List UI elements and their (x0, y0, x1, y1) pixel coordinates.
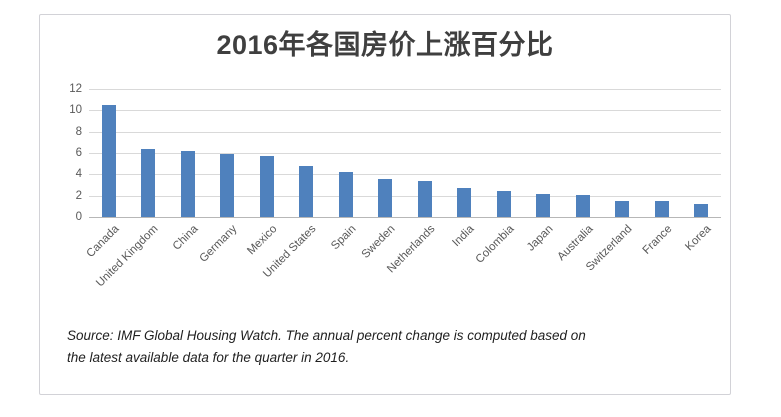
bar-mexico (259, 156, 274, 217)
y-tick-label-6: 6 (75, 147, 82, 159)
bar-germany (220, 154, 235, 217)
plot-area (89, 89, 721, 218)
gridline-12 (89, 89, 721, 90)
bar-korea (694, 204, 709, 217)
gridline-6 (89, 153, 721, 154)
y-tick-label-8: 8 (75, 125, 82, 138)
bar-india (457, 188, 472, 217)
bar-canada (101, 105, 116, 217)
gridline-8 (89, 131, 721, 133)
gridline-2 (89, 195, 721, 197)
bar-united-states (299, 165, 314, 217)
x-axis-line (89, 217, 721, 218)
chart-card: 2016年各国房价上涨百分比 Canada United Kingdom China… (39, 14, 731, 395)
bar-united-kingdom (141, 148, 156, 217)
bar-colombia (496, 191, 511, 217)
source-note-line2: the latest available data for the quarte… (67, 350, 350, 365)
bar-sweden (378, 178, 393, 217)
bar-france (654, 201, 669, 217)
bar-spain (338, 172, 353, 217)
y-tick-label-4: 4 (75, 168, 82, 181)
chart-title: 2016年各国房价上涨百分比 (216, 30, 554, 60)
y-tick-label-12: 12 (69, 83, 82, 95)
gridline-10 (89, 110, 721, 112)
y-tick-label-10: 10 (69, 104, 82, 117)
y-tick-label-2: 2 (75, 189, 82, 202)
bar-australia (575, 194, 590, 217)
bar-netherlands (417, 180, 432, 217)
bar-china (180, 150, 195, 217)
y-tick-label-0: 0 (75, 211, 82, 223)
source-note-line1: Source: IMF Global Housing Watch. The an… (67, 328, 586, 343)
gridline-4 (89, 174, 721, 176)
bar-japan (536, 193, 551, 217)
source-note: Source: IMF Global Housing Watch. The an… (67, 325, 707, 369)
bar-switzerland (615, 201, 630, 217)
